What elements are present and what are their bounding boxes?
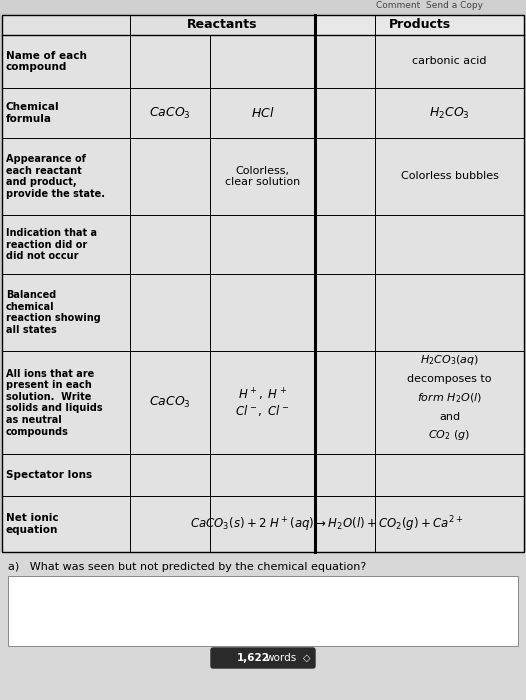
- Text: $H_2CO_3$: $H_2CO_3$: [429, 106, 470, 120]
- Text: $CaCO_3$: $CaCO_3$: [149, 106, 191, 120]
- Text: $CO_2\ (g)$: $CO_2\ (g)$: [428, 428, 471, 442]
- Text: form $H_2O(l)$: form $H_2O(l)$: [417, 391, 482, 405]
- Text: $H_2CO_3(aq)$: $H_2CO_3(aq)$: [420, 354, 479, 368]
- Text: $HCl$: $HCl$: [251, 106, 274, 120]
- Text: Indication that a
reaction did or
did not occur: Indication that a reaction did or did no…: [6, 228, 97, 261]
- Bar: [2, 15, 524, 552]
- Text: Products: Products: [388, 18, 451, 32]
- Text: 1,622: 1,622: [237, 653, 269, 663]
- Bar: [130, 15, 315, 35]
- Text: a)   What was seen but not predicted by the chemical equation?: a) What was seen but not predicted by th…: [8, 562, 366, 572]
- Bar: [0, 552, 526, 700]
- Text: Comment  Send a Copy: Comment Send a Copy: [377, 1, 483, 10]
- Bar: [315, 15, 524, 35]
- Text: All ions that are
present in each
solution.  Write
solids and liquids
as neutral: All ions that are present in each soluti…: [6, 369, 103, 437]
- Text: $CaCO_3$: $CaCO_3$: [149, 395, 191, 410]
- Text: Reactants: Reactants: [187, 18, 258, 32]
- Text: Chemical
formula: Chemical formula: [6, 102, 59, 124]
- Text: $H^+,\ H^+$: $H^+,\ H^+$: [238, 386, 287, 402]
- Text: $CaCO_3(s) + 2\ H^+(aq) \rightarrow H_2O(l) + CO_2(g) + Ca^{2+}$: $CaCO_3(s) + 2\ H^+(aq) \rightarrow H_2O…: [190, 514, 463, 534]
- Bar: [0, 0, 526, 12]
- Text: Balanced
chemical
reaction showing
all states: Balanced chemical reaction showing all s…: [6, 290, 101, 335]
- Text: ◇: ◇: [304, 653, 311, 663]
- Bar: [2, 15, 524, 552]
- FancyBboxPatch shape: [211, 648, 315, 668]
- Text: Net ionic
equation: Net ionic equation: [6, 513, 58, 535]
- Text: Spectator Ions: Spectator Ions: [6, 470, 92, 480]
- Text: decomposes to: decomposes to: [407, 374, 492, 384]
- Text: Colorless bubbles: Colorless bubbles: [401, 172, 499, 181]
- Text: Name of each
compound: Name of each compound: [6, 50, 87, 72]
- Text: words: words: [266, 653, 297, 663]
- Text: carbonic acid: carbonic acid: [412, 57, 487, 66]
- Text: and: and: [439, 412, 460, 421]
- Bar: [8, 576, 518, 646]
- Text: $Cl^-,\ Cl^-$: $Cl^-,\ Cl^-$: [235, 403, 290, 418]
- Text: Appearance of
each reactant
and product,
provide the state.: Appearance of each reactant and product,…: [6, 154, 105, 199]
- Text: Colorless,
clear solution: Colorless, clear solution: [225, 166, 300, 188]
